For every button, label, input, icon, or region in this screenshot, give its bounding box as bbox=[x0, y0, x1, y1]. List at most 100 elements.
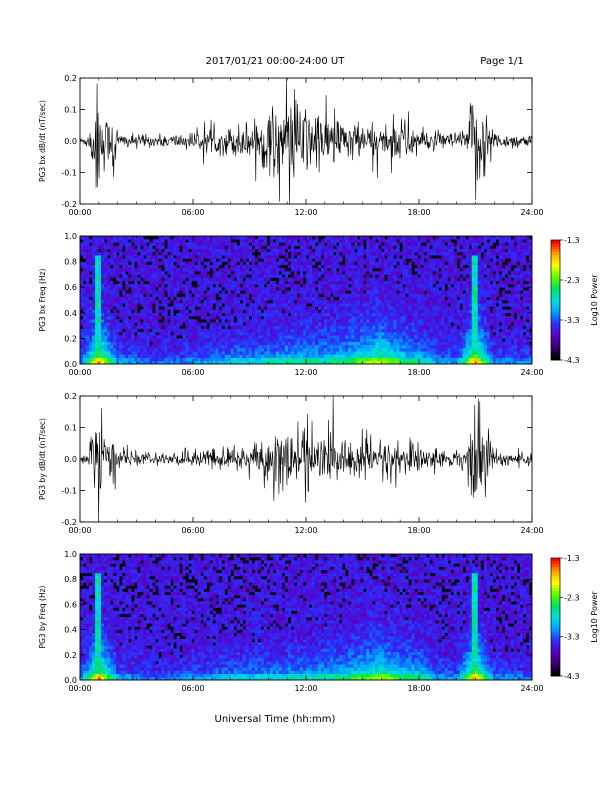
spectrogram-cell bbox=[429, 258, 433, 262]
spectrogram-cell bbox=[333, 271, 337, 275]
spectrogram-cell bbox=[321, 284, 325, 288]
spectrogram-cell bbox=[330, 236, 334, 240]
spectrogram-cell bbox=[453, 341, 457, 346]
spectrogram-cell bbox=[107, 277, 111, 282]
spectrogram-cell bbox=[197, 239, 201, 243]
spectrogram-cell bbox=[438, 248, 442, 253]
spectrogram-cell bbox=[191, 306, 195, 310]
spectrogram-cell bbox=[104, 255, 108, 259]
spectrogram-cell bbox=[483, 351, 488, 355]
spectrogram-cell bbox=[402, 325, 406, 330]
spectrogram-cell bbox=[312, 332, 316, 336]
spectrogram-cell bbox=[333, 248, 337, 253]
spectrogram-cell bbox=[269, 322, 274, 326]
spectrogram-cell bbox=[290, 258, 295, 262]
spectrogram-cell bbox=[366, 332, 370, 336]
spectrogram-cell bbox=[342, 242, 346, 246]
spectrogram-cell bbox=[140, 271, 144, 275]
spectrogram-cell bbox=[83, 306, 87, 310]
spectrogram-cell bbox=[293, 277, 298, 282]
spectrogram-cell bbox=[140, 248, 144, 253]
spectrogram-cell bbox=[272, 351, 277, 355]
spectrogram-cell bbox=[360, 319, 364, 323]
spectrogram-cell bbox=[287, 296, 292, 301]
spectrogram-cell bbox=[315, 341, 319, 346]
spectrogram-cell bbox=[101, 357, 105, 362]
spectrogram-cell bbox=[393, 290, 397, 294]
spectrogram-cell bbox=[137, 236, 141, 240]
spectrogram-cell bbox=[155, 360, 159, 365]
spectrogram-cell bbox=[402, 335, 406, 339]
spectrogram-cell bbox=[221, 242, 225, 246]
spectrogram-cell bbox=[299, 306, 304, 310]
spectrogram-cell bbox=[251, 277, 256, 282]
spectrogram-cell bbox=[230, 351, 234, 355]
spectrogram-cell bbox=[200, 316, 204, 320]
spectrogram-cell bbox=[143, 274, 147, 278]
spectrogram-cell bbox=[312, 357, 316, 362]
spectrogram-cell bbox=[381, 296, 385, 301]
spectrogram-cell bbox=[107, 325, 111, 330]
spectrogram-cell bbox=[369, 319, 373, 323]
spectrogram-cell bbox=[275, 268, 280, 272]
spectrogram-cell bbox=[438, 341, 442, 346]
spectrogram-cell bbox=[158, 348, 162, 352]
spectrogram-cell bbox=[384, 239, 388, 243]
spectrogram-cell bbox=[429, 290, 433, 294]
spectrogram-cell bbox=[230, 303, 234, 307]
spectrogram-cell bbox=[161, 348, 165, 352]
spectrogram-cell bbox=[447, 280, 451, 285]
spectrogram-cell bbox=[155, 312, 159, 317]
spectrogram-cell bbox=[110, 268, 114, 272]
spectrogram-cell bbox=[309, 290, 313, 294]
spectrogram-cell bbox=[296, 300, 301, 304]
spectrogram-cell bbox=[92, 335, 96, 339]
spectrogram-cell bbox=[233, 274, 237, 278]
spectrogram-cell bbox=[471, 351, 476, 355]
spectrogram-cell bbox=[95, 274, 99, 278]
spectrogram-cell bbox=[218, 277, 222, 282]
spectrogram-cell bbox=[92, 312, 96, 317]
spectrogram-cell bbox=[387, 274, 391, 278]
spectrogram-cell bbox=[131, 332, 135, 336]
spectrogram-cell bbox=[366, 338, 370, 342]
spectrogram-cell bbox=[456, 354, 460, 358]
spectrogram-cell bbox=[306, 319, 310, 323]
spectrogram-cell bbox=[281, 348, 286, 352]
spectrogram-cell bbox=[405, 306, 409, 310]
spectrogram-cell bbox=[345, 316, 349, 320]
spectrogram-cell bbox=[468, 252, 473, 256]
spectrogram-cell bbox=[182, 277, 186, 282]
spectrogram-cell bbox=[330, 335, 334, 339]
spectrogram-cell bbox=[408, 306, 412, 310]
spectrogram-cell bbox=[146, 306, 150, 310]
spectrogram-cell bbox=[128, 357, 132, 362]
spectrogram-cell bbox=[167, 357, 171, 362]
spectrogram-cell bbox=[137, 290, 141, 294]
spectrogram-cell bbox=[462, 319, 466, 323]
spectrogram-cell bbox=[399, 344, 403, 349]
spectrogram-cell bbox=[438, 325, 442, 330]
spectrogram-cell bbox=[251, 332, 256, 336]
spectrogram-cell bbox=[269, 296, 274, 301]
spectrogram-cell bbox=[128, 332, 132, 336]
spectrogram-cell bbox=[299, 332, 304, 336]
spectrogram-cell bbox=[360, 303, 364, 307]
spectrogram-cell bbox=[218, 268, 222, 272]
spectrogram-cell bbox=[378, 293, 382, 298]
spectrogram-cell bbox=[402, 277, 406, 282]
spectrogram-cell bbox=[366, 341, 370, 346]
spectrogram-cell bbox=[239, 261, 244, 266]
spectrogram-cell bbox=[218, 287, 222, 291]
spectrogram-cell bbox=[95, 287, 99, 291]
spectrogram-cell bbox=[137, 287, 141, 291]
spectrogram-cell bbox=[269, 306, 274, 310]
spectrogram-cell bbox=[477, 274, 482, 278]
spectrogram-cell bbox=[143, 239, 147, 243]
spectrogram-cell bbox=[122, 261, 126, 266]
spectrogram-cell bbox=[429, 248, 433, 253]
spectrogram-cell bbox=[263, 319, 268, 323]
spectrogram-cell bbox=[119, 351, 123, 355]
spectrogram-cell bbox=[432, 348, 436, 352]
spectrogram-cell bbox=[140, 290, 144, 294]
